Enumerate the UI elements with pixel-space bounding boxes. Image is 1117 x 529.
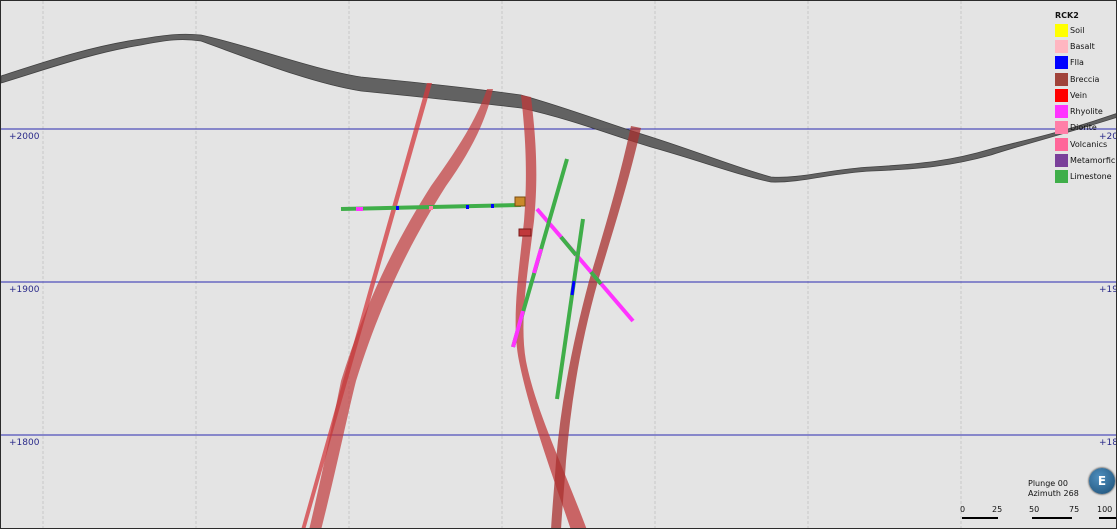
compass-icon[interactable]: E — [1089, 468, 1115, 494]
vein-shell-left — [309, 89, 493, 528]
scale-segment-3 — [1099, 517, 1116, 519]
legend-item-rhyolite: Rhyolite — [1055, 103, 1116, 119]
legend-swatch — [1055, 23, 1068, 37]
legend-item-basalt: Basalt — [1055, 38, 1116, 54]
vein-shells — [301, 83, 641, 528]
legend-item-label: Rhyolite — [1070, 107, 1103, 117]
legend-swatch — [1055, 170, 1068, 184]
legend-item-label: Soil — [1070, 25, 1085, 35]
legend-swatch — [1055, 56, 1068, 70]
scale-tick-75: 75 — [1069, 505, 1080, 514]
scale-segment-1 — [962, 517, 998, 519]
drillholes[interactable] — [340, 158, 635, 400]
elevation-label-1800: +1800 — [9, 438, 40, 448]
legend-item-label: Flla — [1070, 58, 1084, 68]
legend-item-label: Vein — [1070, 90, 1088, 100]
vein-shell-central — [515, 95, 587, 528]
legend-swatch — [1055, 88, 1068, 102]
legend-item-limestone: Limestone — [1055, 169, 1116, 185]
legend-swatch — [1055, 39, 1068, 53]
legend-title: RCK2 — [1055, 11, 1079, 20]
legend-swatch — [1055, 72, 1068, 86]
legend-swatch — [1055, 137, 1068, 151]
vein-shell-thin — [301, 83, 432, 528]
collar-marker-upper — [514, 196, 526, 207]
legend-item-diorite: Diorite — [1055, 120, 1116, 136]
legend-item-label: Diorite — [1070, 123, 1097, 133]
legend-item-breccia: Breccia — [1055, 71, 1116, 87]
legend-swatch — [1055, 121, 1068, 135]
legend-item-metamorfic: Metamorfic — [1055, 152, 1116, 168]
legend-item-soil: Soil — [1055, 22, 1116, 38]
legend-swatch — [1055, 154, 1068, 168]
vein-shell-right — [551, 126, 641, 528]
elevation-label-1900: +1900 — [9, 285, 40, 295]
legend-swatch — [1055, 105, 1068, 119]
legend-item-flla: Flla — [1055, 55, 1116, 71]
elevation-label-right-2000: +200 — [1099, 132, 1117, 142]
drillhole-rhyolite — [535, 207, 635, 323]
lithology-legend: RCK2 Soil Basalt Flla Breccia Vein Rhyolite Di… — [1055, 9, 1116, 185]
topography-surface — [1, 33, 1116, 183]
scale-bar: 0 25 50 75 100 — [956, 501, 1116, 528]
elevation-label-right-1800: +180 — [1099, 438, 1117, 448]
azimuth-label: Azimuth 268 — [1028, 489, 1079, 498]
scale-tick-0: 0 — [960, 505, 966, 514]
orientation-readout: Plunge 00 Azimuth 268 — [1028, 479, 1079, 499]
drillhole-limestone-2 — [555, 218, 585, 400]
legend-item-vein: Vein — [1055, 87, 1116, 103]
elevation-label-2000: +2000 — [9, 132, 40, 142]
scale-tick-100: 100 — [1097, 505, 1113, 514]
vertical-grid — [42, 1, 962, 528]
scale-segment-2 — [1032, 517, 1072, 519]
elevation-label-right-1900: +190 — [1099, 285, 1117, 295]
legend-item-label: Volcanics — [1070, 139, 1108, 149]
collar-marker-lower — [518, 228, 532, 237]
legend-item-label: Basalt — [1070, 41, 1095, 51]
legend-item-volcanics: Volcanics — [1055, 136, 1116, 152]
legend-item-label: Breccia — [1070, 74, 1100, 84]
legend-item-label: Limestone — [1070, 172, 1112, 182]
scale-tick-25: 25 — [992, 505, 1003, 514]
scale-tick-50: 50 — [1029, 505, 1040, 514]
legend-item-label: Metamorfic — [1070, 156, 1116, 166]
plunge-label: Plunge 00 — [1028, 479, 1068, 488]
